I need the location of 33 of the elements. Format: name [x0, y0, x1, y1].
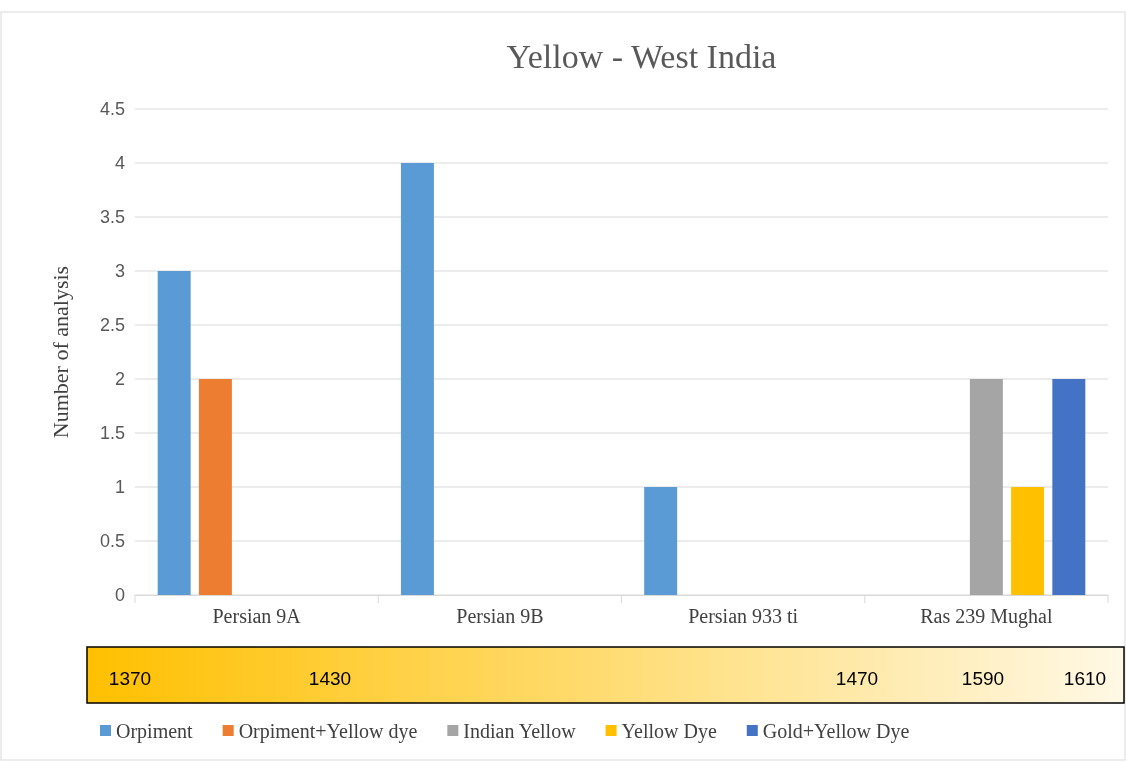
bar	[198, 379, 232, 595]
text: 1590	[961, 667, 1005, 689]
y-tick-label: 3.5	[99, 207, 125, 228]
y-tick-label: 1	[114, 477, 125, 498]
y-tick-label: 0	[114, 585, 125, 606]
text: 1470	[835, 667, 879, 689]
y-tick-label: 4.5	[99, 99, 125, 120]
bar	[644, 487, 678, 595]
legend-label: Orpiment+Yellow dye	[238, 720, 418, 743]
y-axis-title: Number of analysis	[48, 265, 73, 439]
legend-label: Indian Yellow	[463, 720, 577, 742]
text: 1430	[308, 667, 352, 689]
bar	[1011, 487, 1045, 595]
bar	[157, 271, 191, 595]
legend-label: Yellow Dye	[621, 720, 717, 743]
y-tick-label: 0.5	[99, 531, 125, 552]
bar	[969, 379, 1003, 595]
x-tick-label: Persian 933 ti	[688, 605, 799, 628]
y-tick-label: 3	[114, 261, 125, 282]
text: 1610	[1063, 667, 1107, 689]
text: 1370	[108, 667, 152, 689]
x-tick-label: Persian 9A	[212, 605, 302, 628]
y-tick-label: 2.5	[99, 315, 125, 336]
legend-label: Orpiment	[116, 720, 194, 743]
x-tick-label: Ras 239 Mughal	[920, 605, 1053, 629]
x-tick-label: Persian 9B	[456, 605, 544, 628]
bar	[1052, 379, 1086, 595]
y-tick-label: 4	[114, 153, 125, 174]
legend-label: Gold+Yellow Dye	[762, 720, 910, 743]
bar	[400, 163, 434, 595]
y-tick-label: 2	[114, 369, 125, 390]
y-tick-label: 1.5	[99, 423, 125, 444]
chart-title: Yellow - West India	[506, 38, 777, 75]
